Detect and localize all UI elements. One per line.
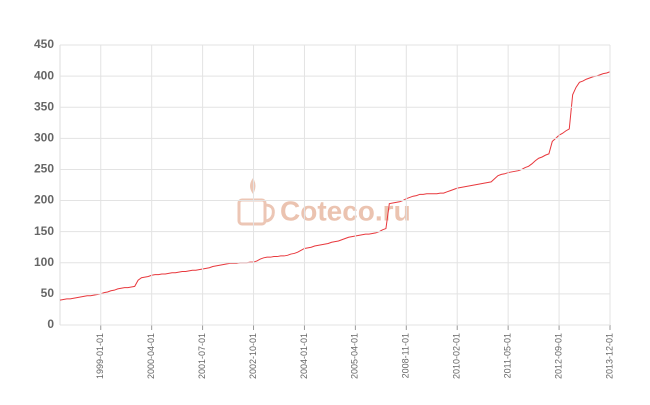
- x-tick-label: 2000-04-01: [146, 333, 156, 379]
- y-tick-label: 50: [41, 286, 55, 300]
- watermark: Coteco.ru: [280, 195, 411, 226]
- x-tick-label: 2010-02-01: [452, 333, 462, 379]
- y-tick-label: 450: [34, 37, 54, 51]
- y-tick-label: 0: [47, 317, 54, 331]
- y-tick-label: 100: [34, 255, 54, 269]
- y-tick-label: 400: [34, 68, 54, 82]
- x-tick-label: 2012-09-01: [553, 333, 563, 379]
- x-tick-label: 2011-05-01: [503, 333, 513, 378]
- x-tick-label: 2004-01-01: [299, 333, 309, 379]
- x-tick-label: 1999-01-01: [95, 333, 105, 379]
- y-tick-label: 150: [34, 224, 54, 238]
- y-tick-label: 300: [34, 131, 54, 145]
- x-tick-label: 2013-12-01: [604, 333, 614, 379]
- plot: 0 50 100 150 200 250 300 350 400 450 1999-01-01 200…: [34, 37, 614, 379]
- line: [59, 71, 611, 301]
- y-tick-label: 200: [34, 193, 54, 207]
- y-tick-label: 350: [34, 99, 54, 113]
- y-tick-label: 250: [34, 162, 54, 176]
- x-tick-label: 2002-10-01: [248, 333, 258, 379]
- watermark-icon: [237, 178, 275, 226]
- x-tick-label: 2001-07-01: [197, 333, 207, 379]
- x-tick-label: 2005-04-01: [350, 333, 360, 379]
- x-tick-label: 2008-11-01: [401, 333, 411, 378]
